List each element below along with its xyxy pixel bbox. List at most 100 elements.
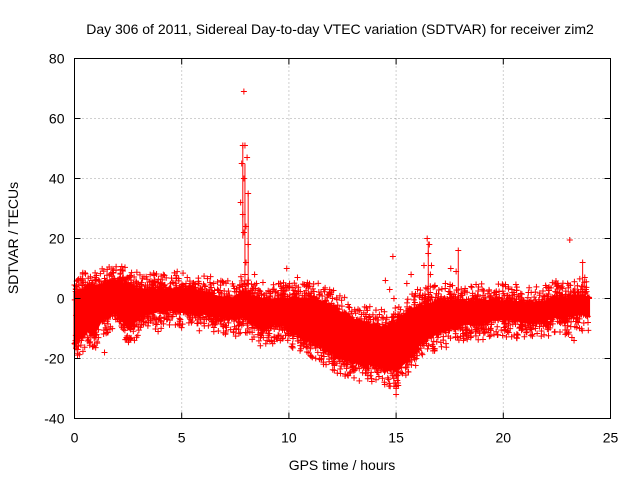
data-point [309,339,316,346]
data-point [372,376,379,383]
data-point [395,303,402,310]
data-point [399,336,406,343]
data-point [273,314,280,321]
data-point [351,306,358,313]
data-point [521,300,528,307]
data-point [499,298,506,305]
data-point [534,330,541,337]
data-point [402,321,409,328]
data-point [390,319,397,326]
data-point [478,316,485,323]
data-point [499,294,506,301]
data-point [204,307,211,314]
outlier-point [241,271,248,278]
data-point [222,280,229,287]
y-tick-label-80: 80 [49,51,65,67]
data-point [232,301,239,308]
outlier-point [408,271,415,278]
data-point [104,314,111,321]
data-point [532,296,539,303]
data-point [523,329,530,336]
outlier-point [442,280,449,287]
data-point [438,285,445,292]
data-point [536,300,543,307]
data-point [366,313,373,320]
outlier-point [584,319,591,326]
data-point [402,364,409,371]
data-point [359,361,366,368]
y-axis-label: SDTVAR / TECUs [5,182,21,294]
data-point [267,297,274,304]
data-point [172,280,179,287]
data-point [430,331,437,338]
data-point [359,338,366,345]
data-point [158,325,165,332]
outlier-point [91,274,98,281]
data-point [584,294,591,301]
outlier-point [277,337,284,344]
outlier-point [571,337,578,344]
data-point [78,280,85,287]
data-point [420,299,427,306]
data-point [563,326,570,333]
data-point [184,291,191,298]
data-point [434,298,441,305]
data-point [411,299,418,306]
data-point [125,282,132,289]
data-point [312,355,319,362]
data-point [546,307,553,314]
outlier-point [341,337,348,344]
data-point [338,297,345,304]
data-point [421,300,428,307]
outlier-point [414,286,421,293]
data-point [297,288,304,295]
data-point [259,326,266,333]
outlier-point [431,283,438,290]
data-point [398,369,405,376]
data-point [516,310,523,317]
outlier-point [240,229,247,236]
data-point [138,312,145,319]
data-point [258,290,265,297]
data-point [257,329,264,336]
data-point [275,332,282,339]
data-point [246,328,253,335]
data-point [284,337,291,344]
data-point [102,277,109,284]
data-point [80,330,87,337]
data-point [348,310,355,317]
data-point [295,338,302,345]
data-point [360,333,367,340]
data-point [482,294,489,301]
data-point [370,362,377,369]
data-point [562,288,569,295]
data-point [333,296,340,303]
data-point [185,286,191,293]
data-point [412,290,419,297]
data-point [566,293,573,300]
data-point [140,293,147,300]
data-point [531,294,538,301]
data-point [253,316,260,323]
data-point [408,306,415,313]
data-point [116,278,123,285]
data-point [269,340,276,347]
data-point [462,331,469,338]
data-point [150,309,157,316]
data-point [296,331,303,338]
data-point [338,303,345,310]
data-point [155,276,162,283]
outlier-point [75,292,82,299]
data-point [214,279,221,286]
data-point [529,300,536,307]
data-point [344,329,351,336]
data-point [468,284,475,291]
outlier-point [202,283,209,290]
data-point [573,315,580,322]
data-point [239,289,246,296]
data-point [237,273,244,280]
data-point [100,281,107,288]
data-point [379,321,386,328]
data-point [192,300,199,307]
data-point [513,334,520,341]
